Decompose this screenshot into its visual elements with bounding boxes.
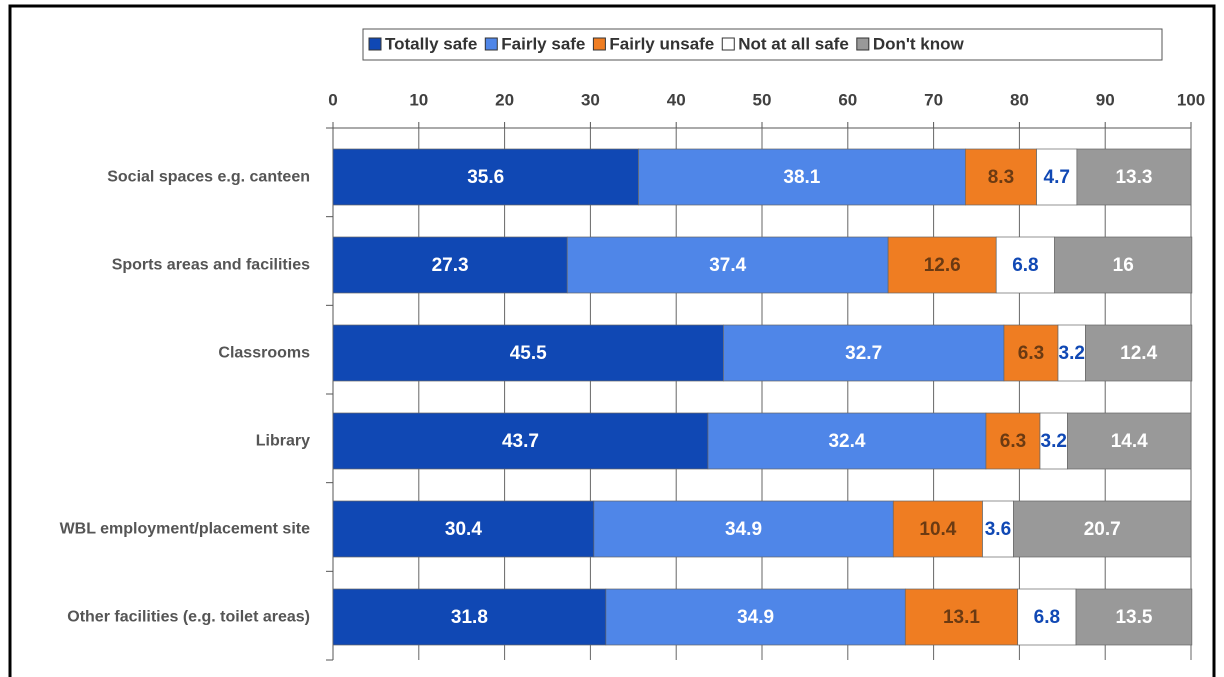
legend-label: Fairly safe <box>501 34 585 53</box>
x-tick-label: 100 <box>1177 90 1205 109</box>
value-label: 3.2 <box>1059 343 1085 364</box>
value-label: 4.7 <box>1044 167 1070 188</box>
bar-segment <box>638 148 966 206</box>
value-label: 37.4 <box>709 255 746 276</box>
bar-segment <box>593 500 894 558</box>
x-tick-label: 0 <box>328 90 337 109</box>
y-tick-label: Social spaces e.g. canteen <box>107 168 310 186</box>
value-label: 6.3 <box>1000 431 1026 452</box>
legend-label: Don't know <box>873 34 965 53</box>
y-tick-label: Other facilities (e.g. toilet areas) <box>67 608 310 626</box>
value-label: 3.2 <box>1041 431 1067 452</box>
x-tick-label: 50 <box>753 90 772 109</box>
legend-swatch <box>592 37 606 51</box>
bar-segment <box>332 324 724 382</box>
value-label: 12.6 <box>924 255 961 276</box>
bar-segment <box>566 236 889 294</box>
frame <box>8 4 1216 677</box>
value-label: 30.4 <box>445 519 482 540</box>
value-label: 45.5 <box>510 343 547 364</box>
value-label: 32.4 <box>828 431 865 452</box>
x-tick-label: 20 <box>495 90 514 109</box>
bar-segment <box>1039 412 1068 470</box>
value-label: 6.8 <box>1012 255 1038 276</box>
value-label: 3.6 <box>985 519 1011 540</box>
value-label: 12.4 <box>1120 343 1157 364</box>
y-tick-label: WBL employment/placement site <box>59 520 310 538</box>
legend-label: Totally safe <box>385 34 477 53</box>
legend-label: Not at all safe <box>738 34 849 53</box>
value-label: 16 <box>1113 255 1134 276</box>
value-label: 8.3 <box>988 167 1014 188</box>
bar-segment <box>904 588 1019 646</box>
bar-segment <box>1076 148 1192 206</box>
value-label: 34.9 <box>737 607 774 628</box>
bar-segment <box>332 236 568 294</box>
bar-segment <box>332 500 595 558</box>
bar-segment <box>332 148 639 206</box>
x-tick-label: 70 <box>924 90 943 109</box>
value-label: 6.8 <box>1034 607 1060 628</box>
bar-segment <box>892 500 983 558</box>
x-tick-label: 80 <box>1010 90 1029 109</box>
legend-swatch <box>721 37 735 51</box>
bar-segment <box>1017 588 1077 646</box>
value-label: 31.8 <box>451 607 488 628</box>
legend-swatch <box>484 37 498 51</box>
bar-segment <box>982 500 1014 558</box>
bar-segment <box>1057 324 1086 382</box>
value-label: 13.3 <box>1115 167 1152 188</box>
value-label: 14.4 <box>1111 431 1148 452</box>
bar-segment <box>1013 500 1192 558</box>
bar-segment <box>1067 412 1192 470</box>
value-label: 34.9 <box>725 519 762 540</box>
bar-segment <box>1036 148 1078 206</box>
bar-segment <box>332 412 709 470</box>
value-label: 10.4 <box>919 519 956 540</box>
x-tick-label: 90 <box>1096 90 1115 109</box>
legend-label: Fairly unsafe <box>609 34 714 53</box>
value-label: 13.1 <box>943 607 980 628</box>
bar-segment <box>1085 324 1193 382</box>
y-tick-label: Sports areas and facilities <box>111 256 310 274</box>
value-label: 13.5 <box>1115 607 1152 628</box>
bar-segment <box>707 412 987 470</box>
value-label: 6.3 <box>1018 343 1044 364</box>
bar-segment <box>964 148 1037 206</box>
value-label: 27.3 <box>432 255 469 276</box>
value-label: 20.7 <box>1084 519 1121 540</box>
x-tick-label: 60 <box>838 90 857 109</box>
legend-swatch <box>368 37 382 51</box>
value-label: 35.6 <box>467 167 504 188</box>
value-label: 43.7 <box>502 431 539 452</box>
bar-segment <box>605 588 906 646</box>
bar-segment <box>1075 588 1193 646</box>
legend-box <box>362 28 1163 61</box>
x-tick-label: 30 <box>581 90 600 109</box>
value-label: 32.7 <box>845 343 882 364</box>
y-tick-label: Classrooms <box>218 344 310 362</box>
bar-segment <box>332 588 607 646</box>
value-label: 38.1 <box>783 167 820 188</box>
x-tick-label: 10 <box>409 90 428 109</box>
bar-segment <box>1054 236 1193 294</box>
legend-swatch <box>856 37 870 51</box>
x-tick-label: 40 <box>667 90 686 109</box>
y-tick-label: Library <box>255 432 310 450</box>
